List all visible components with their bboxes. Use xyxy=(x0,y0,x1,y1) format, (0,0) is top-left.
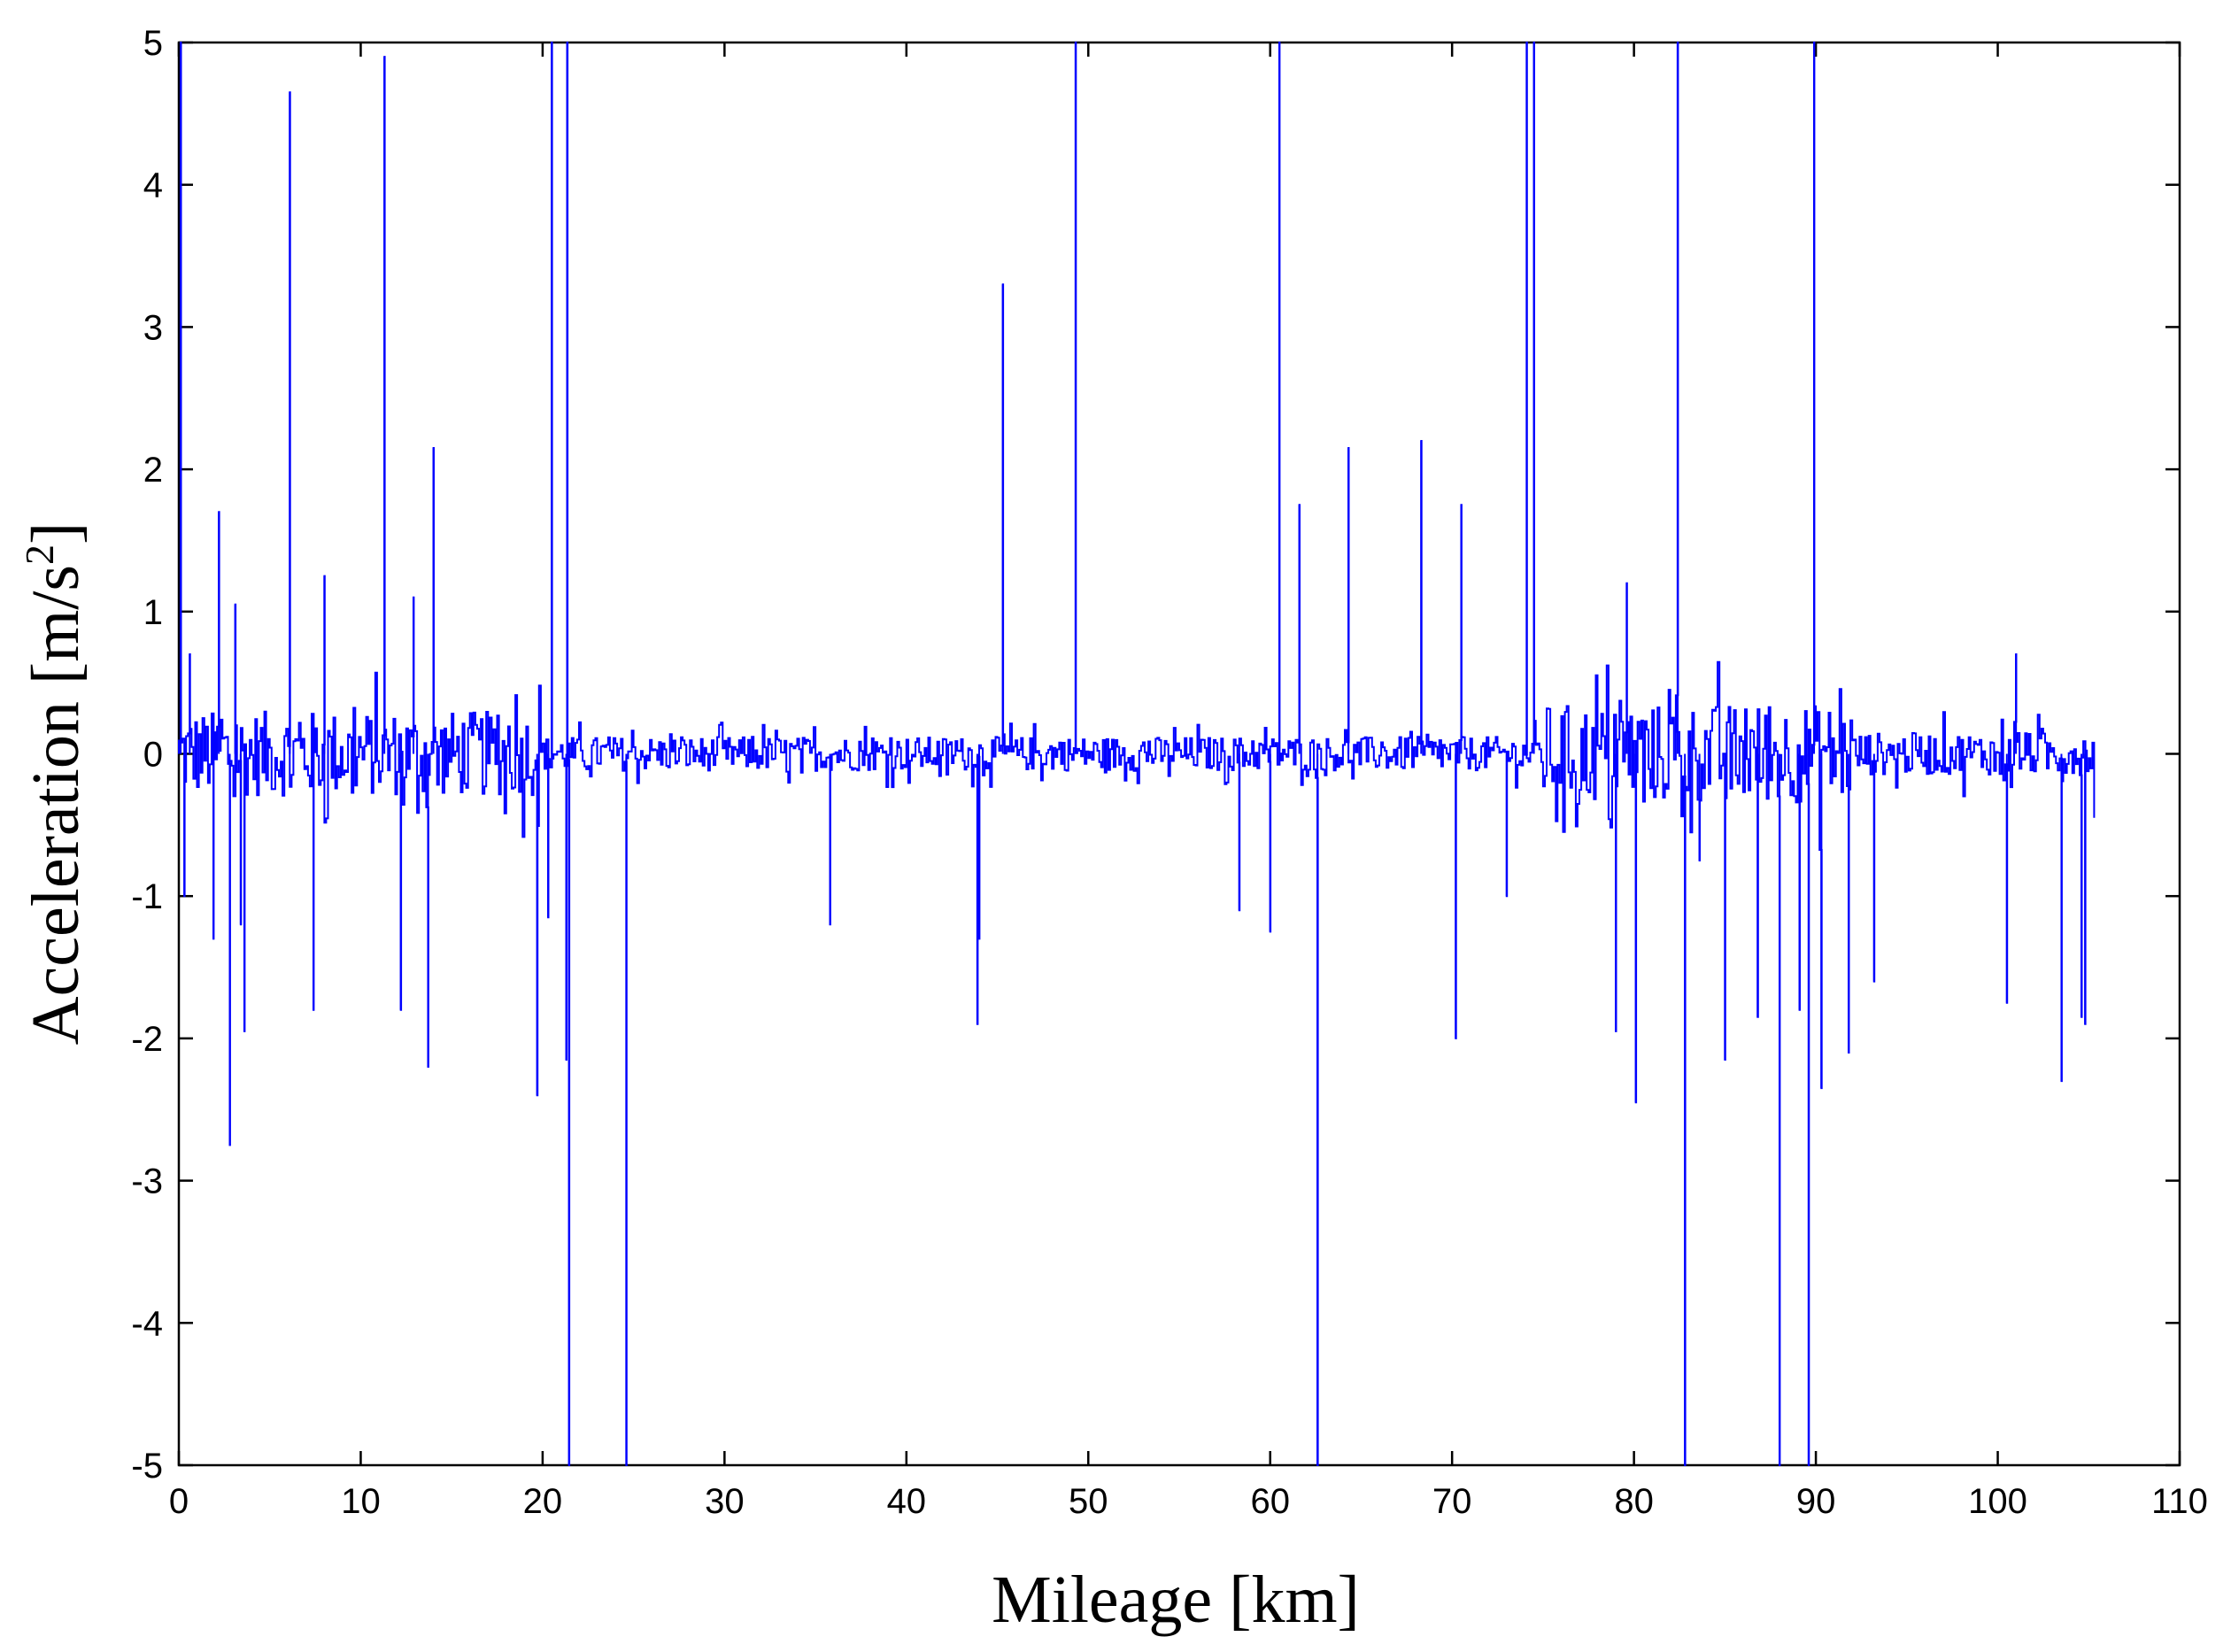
x-tick-label: 50 xyxy=(1069,1482,1108,1521)
y-tick-label: -2 xyxy=(131,1020,163,1059)
x-tick-label: 10 xyxy=(341,1482,381,1521)
y-tick-label: 2 xyxy=(143,451,163,490)
plot-area xyxy=(177,41,2181,1467)
y-axis-title-text: Acceleration [m/s xyxy=(19,565,93,1045)
y-axis-title-bracket: ] xyxy=(19,522,93,544)
x-tick-label: 20 xyxy=(523,1482,563,1521)
y-tick-label: 1 xyxy=(143,593,163,632)
x-tick-label: 30 xyxy=(705,1482,745,1521)
y-tick-label: -3 xyxy=(131,1162,163,1201)
x-tick-label: 90 xyxy=(1796,1482,1836,1521)
x-tick-label: 100 xyxy=(1968,1482,2027,1521)
y-tick-label: 3 xyxy=(143,308,163,347)
plot-frame xyxy=(177,41,2181,1467)
x-tick-label: 0 xyxy=(169,1482,189,1521)
x-tick-label: 110 xyxy=(2151,1482,2208,1521)
y-tick-label: 4 xyxy=(143,166,163,205)
x-axis-title: Mileage [km] xyxy=(992,1563,1360,1637)
y-tick-label: 0 xyxy=(143,736,163,775)
x-tick-label: 80 xyxy=(1614,1482,1654,1521)
y-axis-title: Acceleration [m/s2] xyxy=(17,522,93,1046)
x-tick-label: 40 xyxy=(887,1482,927,1521)
x-tick-label: 70 xyxy=(1432,1482,1472,1521)
y-tick-label: 5 xyxy=(143,24,163,63)
axis-ticks: 0 10 20 30 40 50 60 70 80 90 100 110 -5 -4 -3 -2 -1 0 1 2 3 4… xyxy=(131,24,2207,1521)
series-layer xyxy=(178,42,2096,1466)
y-tick-label: -1 xyxy=(131,877,163,916)
y-tick-label: -5 xyxy=(131,1447,163,1486)
x-tick-label: 60 xyxy=(1250,1482,1290,1521)
y-tick-label: -4 xyxy=(131,1304,163,1343)
y-axis-title-superscript: 2 xyxy=(17,544,62,565)
